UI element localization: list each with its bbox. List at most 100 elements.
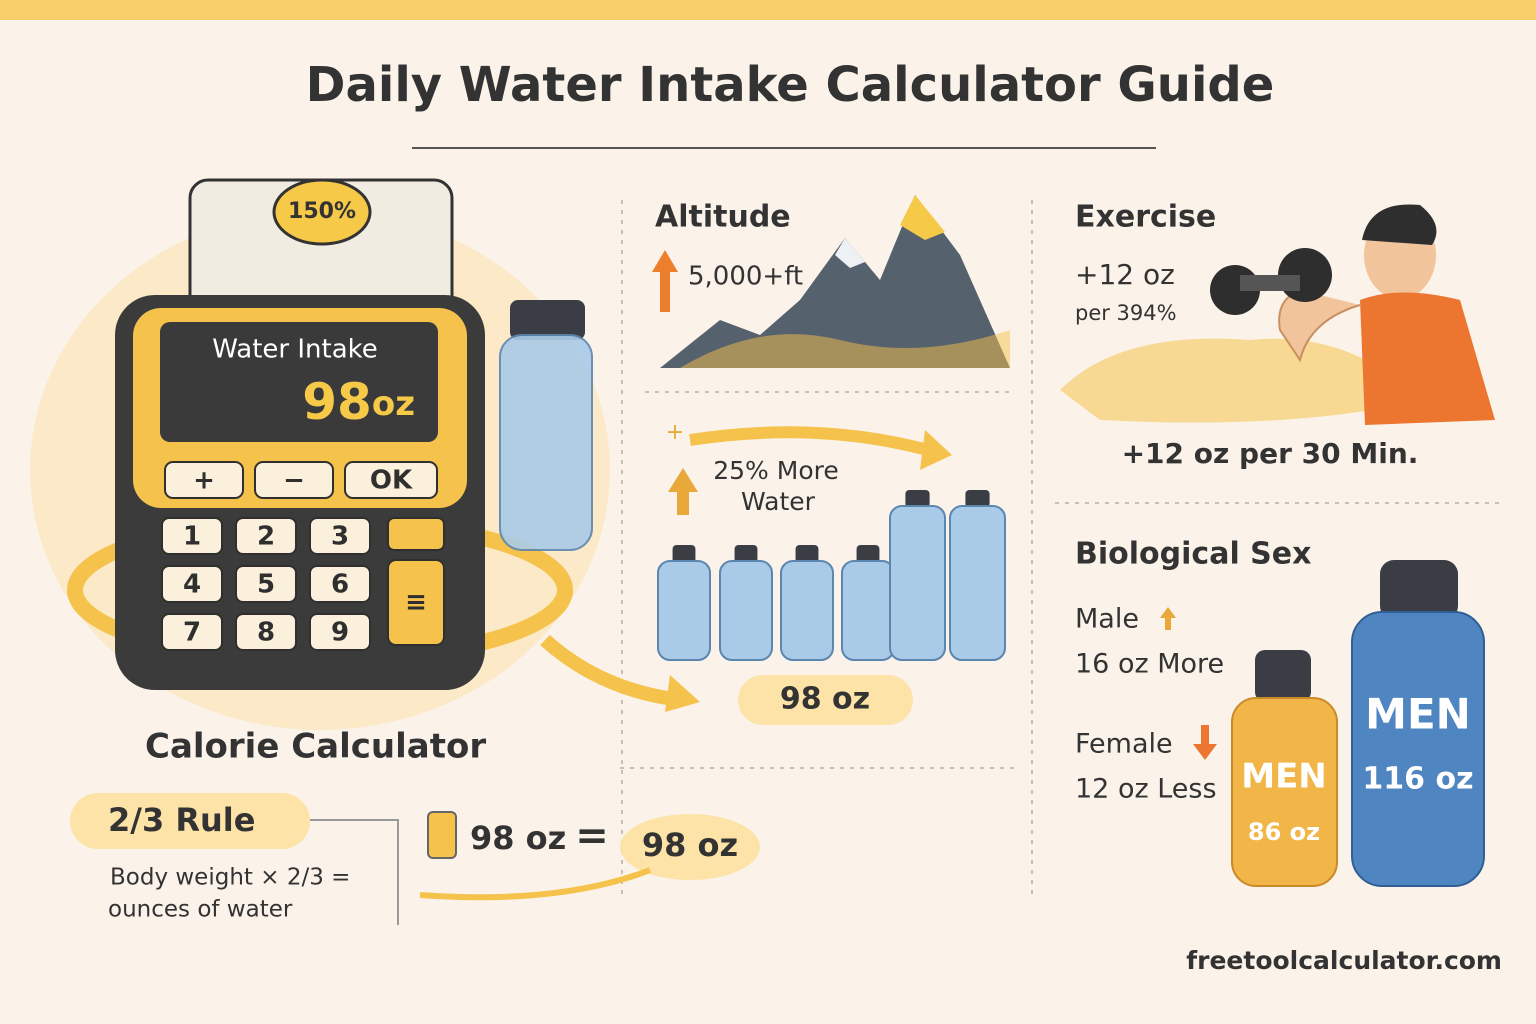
bottle — [1351, 611, 1485, 887]
key-label: − — [283, 466, 305, 496]
dumbbell-bar — [1240, 275, 1300, 291]
arm — [1278, 289, 1361, 363]
snow — [835, 238, 865, 268]
floor-blob — [1060, 338, 1420, 423]
glass-icon — [427, 811, 457, 859]
key — [161, 565, 223, 603]
key-label: 6 — [331, 570, 349, 600]
rule-left: 98 oz — [470, 819, 566, 857]
bottle-label: MEN — [1241, 757, 1327, 797]
key-label: 3 — [331, 522, 349, 552]
key-label: 2 — [257, 522, 275, 552]
down-arrow — [1193, 725, 1217, 760]
key-label: 9 — [331, 618, 349, 648]
top-band — [0, 0, 1536, 20]
key-label: 7 — [183, 618, 201, 648]
key — [235, 565, 297, 603]
screen-unit: oz — [372, 384, 415, 424]
bottles-total: 98 oz — [780, 682, 870, 717]
key — [309, 613, 371, 651]
rule-right: 98 oz — [642, 826, 738, 864]
key-label: ≡ — [405, 588, 427, 618]
exercise-amount: +12 oz — [1075, 258, 1175, 291]
arrow-head — [665, 675, 700, 712]
bottles-label: Water — [741, 487, 816, 516]
bottle-amount: 116 oz — [1362, 762, 1473, 797]
sparkle: + — [666, 420, 684, 445]
pill — [620, 814, 760, 880]
key-label: 4 — [183, 570, 201, 600]
male-label: Male — [1075, 604, 1139, 635]
rule-equals: = — [575, 813, 609, 859]
key-label: OK — [370, 466, 413, 496]
key — [387, 559, 445, 646]
bottles-label: 25% More — [713, 456, 839, 485]
bottle — [780, 560, 834, 661]
bottle — [657, 560, 711, 661]
rule-title: 2/3 Rule — [108, 801, 255, 839]
bottle — [889, 505, 946, 661]
altitude-title: Altitude — [655, 200, 791, 235]
hill — [680, 330, 1010, 368]
bottle-cap — [905, 490, 930, 508]
bottle-cap — [1380, 560, 1458, 620]
bottle — [949, 505, 1006, 661]
rule-line: Body weight × 2/3 = — [110, 865, 350, 891]
bottle-amount: 86 oz — [1248, 818, 1320, 846]
bottle — [841, 560, 895, 661]
bottle-cap — [1255, 650, 1311, 702]
footer-site: freetoolcalculator.com — [1186, 946, 1502, 975]
calculator-screen — [160, 322, 438, 442]
key — [164, 461, 244, 499]
exercise-rate: per 394% — [1075, 301, 1177, 325]
screen-label: Water Intake — [212, 335, 378, 365]
bottle-cap — [795, 545, 819, 563]
key — [235, 613, 297, 651]
bottle-label: MEN — [1365, 690, 1471, 739]
female-label: Female — [1075, 729, 1173, 760]
key — [161, 613, 223, 651]
screen-value: 98oz — [302, 373, 415, 431]
key — [235, 517, 297, 555]
bottle-cap — [965, 490, 990, 508]
key-label: 5 — [257, 570, 275, 600]
badge-text: 150% — [288, 199, 356, 224]
screen-number: 98 — [302, 373, 372, 431]
exercise-title: Exercise — [1075, 200, 1216, 235]
caption: Calorie Calculator — [145, 727, 486, 767]
bottle — [719, 560, 773, 661]
arrow — [419, 867, 652, 901]
key — [254, 461, 334, 499]
altitude-label: 5,000+ft — [688, 262, 803, 292]
male-note: 16 oz More — [1075, 649, 1224, 680]
exercise-summary: +12 oz per 30 Min. — [1122, 437, 1419, 470]
bottle-row — [657, 490, 1006, 661]
connector — [310, 819, 399, 925]
rule-line: ounces of water — [108, 897, 293, 923]
key-label: 1 — [183, 522, 201, 552]
bottle-cap — [672, 545, 696, 563]
up-arrow — [668, 468, 698, 515]
bottle — [1231, 697, 1338, 887]
key — [387, 517, 445, 551]
snow — [900, 195, 945, 240]
key — [344, 461, 438, 499]
tank-top — [1360, 292, 1495, 425]
arrow — [689, 426, 937, 458]
sex-title: Biological Sex — [1075, 537, 1311, 572]
bottle-cap — [510, 300, 585, 340]
bottle — [499, 334, 593, 551]
up-arrow — [1160, 607, 1176, 630]
key — [309, 517, 371, 555]
bottle-cap — [734, 545, 758, 563]
female-note: 12 oz Less — [1075, 774, 1217, 805]
title: Daily Water Intake Calculator Guide — [306, 57, 1275, 113]
up-arrow — [652, 250, 678, 312]
number-keys: 1 2 3 4 5 6 7 8 9 — [161, 517, 371, 651]
key-label: 8 — [257, 618, 275, 648]
key-label: + — [193, 466, 215, 496]
arrow-head — [920, 430, 952, 470]
hair — [1362, 204, 1437, 245]
